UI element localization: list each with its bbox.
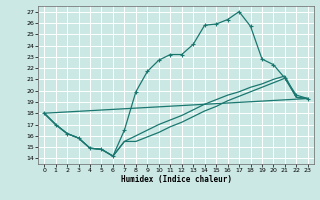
X-axis label: Humidex (Indice chaleur): Humidex (Indice chaleur) [121, 175, 231, 184]
